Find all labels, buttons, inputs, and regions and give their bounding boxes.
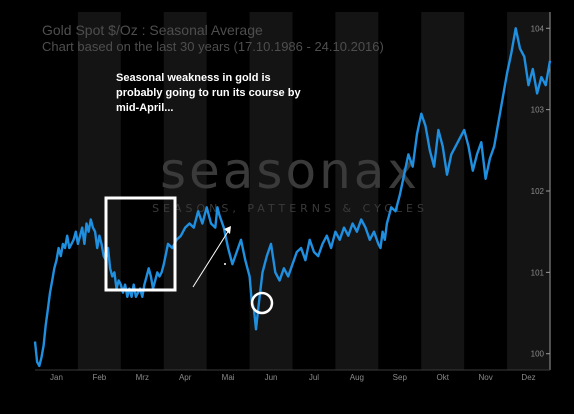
x-tick-label: Aug xyxy=(350,373,364,382)
annotation-line-1: Seasonal weakness in gold is xyxy=(116,72,271,84)
annotation-dot xyxy=(224,263,226,265)
y-tick-label: 104 xyxy=(531,24,545,33)
gold-seasonal-line xyxy=(33,27,552,368)
annotation-line-3: mid-April... xyxy=(116,102,173,114)
low-point-circle xyxy=(250,291,274,315)
x-tick-label: Apr xyxy=(179,373,192,382)
weakness-highlight-box xyxy=(104,196,177,292)
month-bands xyxy=(77,12,550,370)
chart-subtitle: Chart based on the last 30 years (17.10.… xyxy=(42,39,384,54)
x-tick-label: Nov xyxy=(479,373,493,382)
x-tick-label: Jun xyxy=(265,373,278,382)
watermark-logo: seasonax xyxy=(160,142,420,200)
x-axis: Jan Feb Mrz Apr Mai Jun Jul Aug Sep Okt Nov Dez xyxy=(50,373,536,382)
y-tick-label: 102 xyxy=(531,187,545,196)
annotation-line-2: probably going to run its course by xyxy=(116,87,301,99)
month-band xyxy=(421,12,465,370)
watermark-tagline: SEASONS, PATTERNS & CYCLES xyxy=(152,202,428,215)
y-tick-label: 101 xyxy=(531,268,545,277)
x-tick-label: Sep xyxy=(393,373,408,382)
y-tick-label: 100 xyxy=(531,350,545,359)
trend-arrow-head xyxy=(224,226,231,234)
y-tick-label: 103 xyxy=(531,106,545,115)
trend-arrow-line xyxy=(192,229,230,288)
x-tick-label: Mai xyxy=(222,373,235,382)
x-tick-label: Jan xyxy=(50,373,63,382)
x-tick-label: Mrz xyxy=(136,373,149,382)
x-tick-label: Feb xyxy=(92,373,106,382)
x-tick-label: Dez xyxy=(521,373,535,382)
month-band xyxy=(507,12,550,370)
x-tick-label: Jul xyxy=(309,373,319,382)
month-band xyxy=(335,12,379,370)
y-axis: 100 101 102 103 104 xyxy=(531,24,550,359)
chart-title: Gold Spot $/Oz : Seasonal Average xyxy=(42,22,263,38)
month-band xyxy=(77,12,121,370)
x-tick-label: Okt xyxy=(436,373,449,382)
month-band xyxy=(163,12,207,370)
